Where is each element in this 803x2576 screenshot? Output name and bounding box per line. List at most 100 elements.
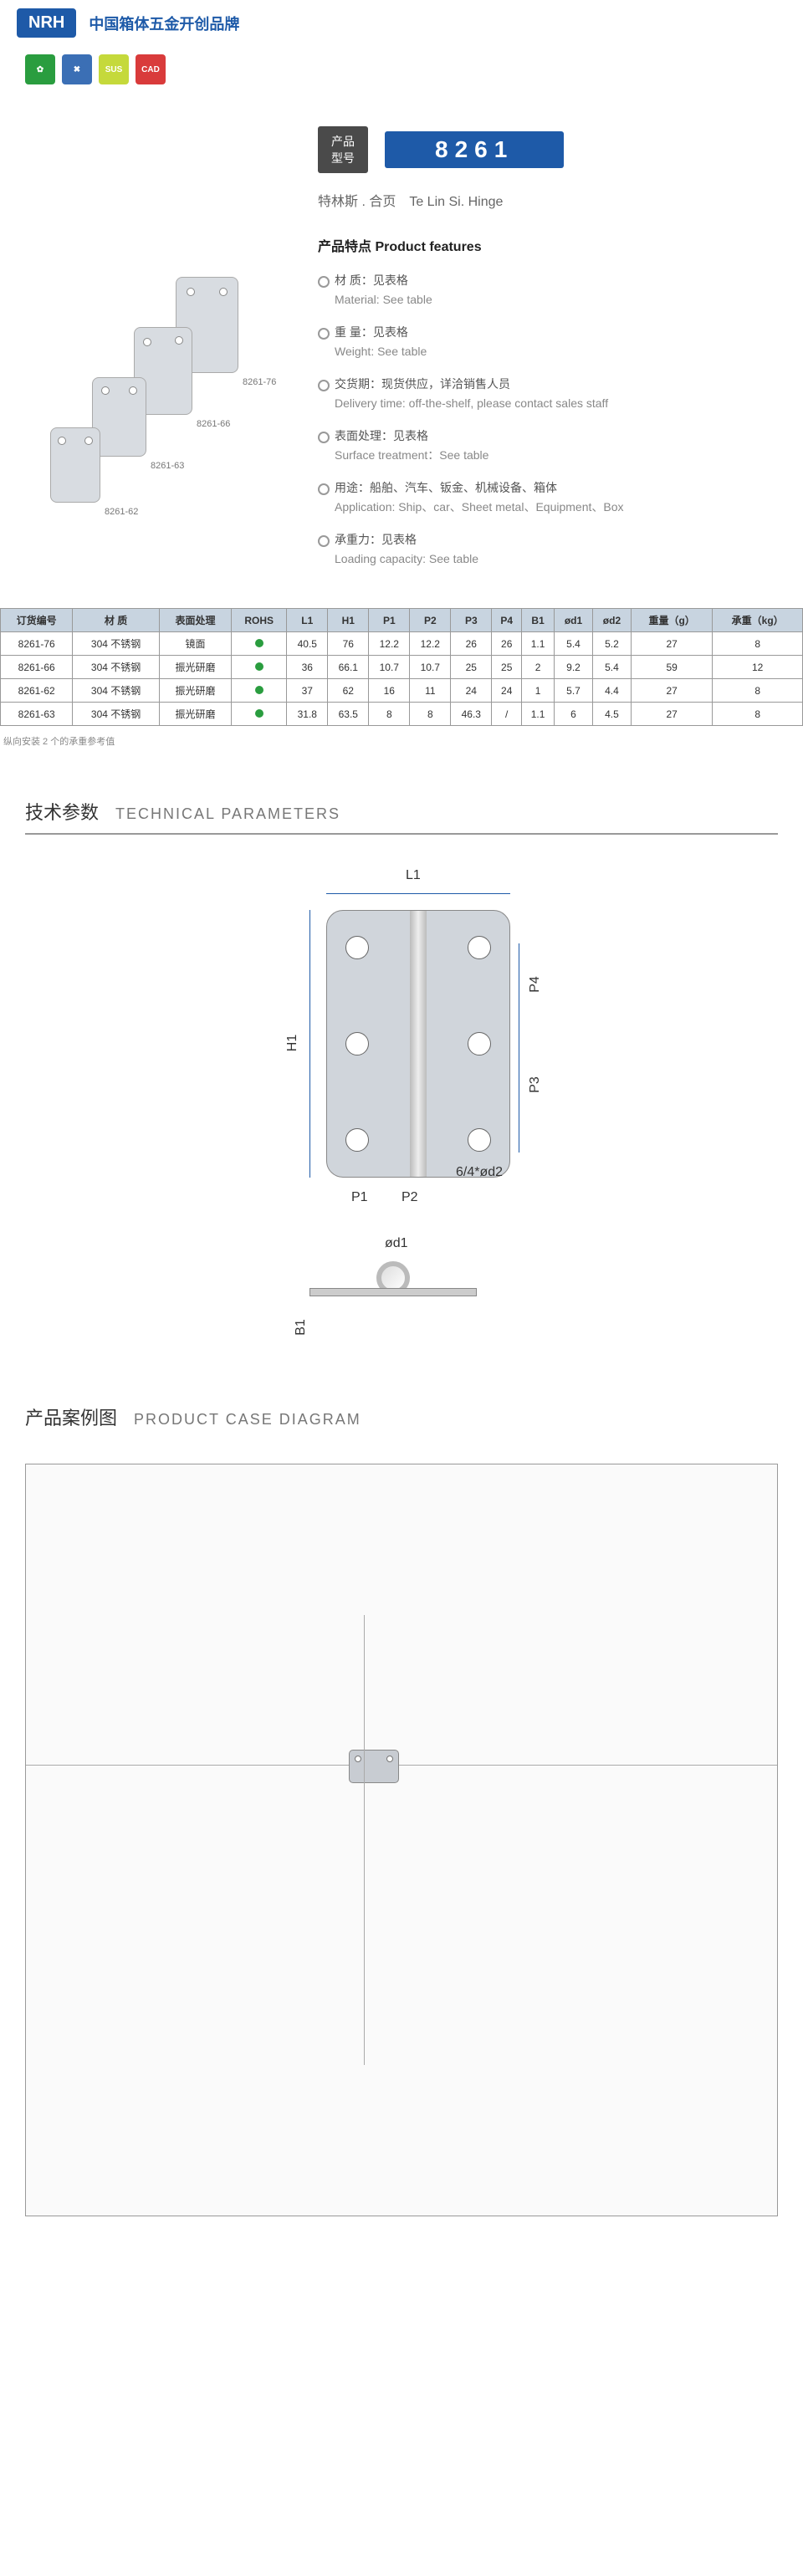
table-header: P1 <box>369 609 410 632</box>
table-cell: 63.5 <box>328 703 369 726</box>
table-cell: 26 <box>451 632 492 656</box>
table-cell <box>232 703 287 726</box>
table-cell: 8261-76 <box>1 632 73 656</box>
feature-item: 交货期：现货供应，详洽销售人员Delivery time: off-the-sh… <box>318 376 778 412</box>
header: NRH 中国箱体五金开创品牌 <box>0 0 803 46</box>
table-row: 8261-62304 不锈钢振光研磨37621611242415.74.4278 <box>1 679 803 703</box>
table-header: 表面处理 <box>159 609 231 632</box>
table-cell <box>232 679 287 703</box>
table-cell: 46.3 <box>451 703 492 726</box>
table-header: ød2 <box>592 609 631 632</box>
table-cell: 11 <box>410 679 451 703</box>
table-header: P2 <box>410 609 451 632</box>
table-header: 承重（kg） <box>713 609 803 632</box>
feature-item: 重 量：见表格Weight: See table <box>318 324 778 360</box>
table-cell: 2 <box>522 656 555 679</box>
table-cell: 1 <box>522 679 555 703</box>
table-cell: 8 <box>369 703 410 726</box>
table-cell: 26 <box>492 632 522 656</box>
dim-p2: P2 <box>402 1190 418 1205</box>
table-header: ROHS <box>232 609 287 632</box>
table-cell: 5.4 <box>555 632 593 656</box>
hinge-image <box>50 427 100 503</box>
table-cell: 4.4 <box>592 679 631 703</box>
table-cell: 8261-66 <box>1 656 73 679</box>
table-cell: 8 <box>713 632 803 656</box>
table-cell: 1.1 <box>522 632 555 656</box>
features-title: 产品特点 Product features <box>318 235 778 255</box>
table-cell: 12 <box>713 656 803 679</box>
table-cell: 9.2 <box>555 656 593 679</box>
table-cell: 304 不锈钢 <box>73 679 160 703</box>
table-row: 8261-76304 不锈钢镜面40.57612.212.226261.15.4… <box>1 632 803 656</box>
badge-eco-icon: ✿ <box>25 54 55 84</box>
table-cell: 12.2 <box>369 632 410 656</box>
section-case-title: 产品案例图 PRODUCT CASE DIAGRAM <box>25 1403 778 1439</box>
table-header: 订货编号 <box>1 609 73 632</box>
dim-b1: B1 <box>294 1319 309 1336</box>
table-cell: 66.1 <box>328 656 369 679</box>
table-row: 8261-63304 不锈钢振光研磨31.863.58846.3/1.164.5… <box>1 703 803 726</box>
table-cell: 40.5 <box>287 632 328 656</box>
dim-p1: P1 <box>351 1190 368 1205</box>
table-cell: 振光研磨 <box>159 656 231 679</box>
table-cell: 24 <box>492 679 522 703</box>
feature-item: 表面处理：见表格Surface treatment：See table <box>318 427 778 464</box>
table-header: B1 <box>522 609 555 632</box>
section-title-en: PRODUCT CASE DIAGRAM <box>134 1411 361 1429</box>
badge-sus-icon: SUS <box>99 54 129 84</box>
table-cell: 27 <box>631 679 712 703</box>
image-label: 8261-63 <box>151 461 184 471</box>
table-cell: 16 <box>369 679 410 703</box>
table-cell: 镜面 <box>159 632 231 656</box>
table-header: P4 <box>492 609 522 632</box>
badge-row: ✿ ✖ SUS CAD <box>0 46 803 93</box>
table-cell: 27 <box>631 632 712 656</box>
image-label: 8261-62 <box>105 507 138 517</box>
table-cell: 304 不锈钢 <box>73 632 160 656</box>
table-cell: 8 <box>713 703 803 726</box>
tech-diagram: L1 H1 P4 P3 P1 P2 6/4*ød2 <box>192 860 611 1211</box>
table-cell: 振光研磨 <box>159 679 231 703</box>
table-cell: 25 <box>492 656 522 679</box>
table-header: 重量（g） <box>631 609 712 632</box>
table-cell: 1.1 <box>522 703 555 726</box>
image-label: 8261-76 <box>243 377 276 387</box>
product-label: 产品型号 <box>318 126 368 173</box>
table-header: L1 <box>287 609 328 632</box>
table-row: 8261-66304 不锈钢振光研磨3666.110.710.7252529.2… <box>1 656 803 679</box>
table-cell: 304 不锈钢 <box>73 656 160 679</box>
feature-item: 承重力：见表格Loading capacity: See table <box>318 531 778 568</box>
table-cell <box>232 656 287 679</box>
table-cell: 62 <box>328 679 369 703</box>
table-cell: 12.2 <box>410 632 451 656</box>
table-cell: 59 <box>631 656 712 679</box>
table-header: ød1 <box>555 609 593 632</box>
spec-table: 订货编号材 质表面处理ROHSL1H1P1P2P3P4B1ød1ød2重量（g）… <box>0 608 803 726</box>
product-number: 8261 <box>385 131 564 168</box>
dim-p4: P4 <box>528 976 543 993</box>
feature-item: 材 质：见表格Material: See table <box>318 272 778 309</box>
table-header: 材 质 <box>73 609 160 632</box>
table-cell: 8 <box>713 679 803 703</box>
table-cell: 25 <box>451 656 492 679</box>
table-cell: 8 <box>410 703 451 726</box>
logo: NRH <box>17 8 76 38</box>
table-header: P3 <box>451 609 492 632</box>
table-cell: 5.4 <box>592 656 631 679</box>
dim-d1: ød1 <box>385 1236 408 1251</box>
table-cell: 4.5 <box>592 703 631 726</box>
section-title-en: TECHNICAL PARAMETERS <box>115 805 340 823</box>
table-cell: 24 <box>451 679 492 703</box>
table-header: H1 <box>328 609 369 632</box>
table-cell: 27 <box>631 703 712 726</box>
badge-cad-icon: CAD <box>136 54 166 84</box>
diagram-hinge <box>326 910 510 1178</box>
case-hinge <box>349 1750 399 1783</box>
dim-p3: P3 <box>528 1076 543 1093</box>
main-row: 8261-76 8261-66 8261-63 8261-62 产品特点 Pro… <box>0 235 803 583</box>
table-cell: 8261-63 <box>1 703 73 726</box>
badge-tool-icon: ✖ <box>62 54 92 84</box>
table-cell: / <box>492 703 522 726</box>
case-section <box>25 1464 778 2216</box>
